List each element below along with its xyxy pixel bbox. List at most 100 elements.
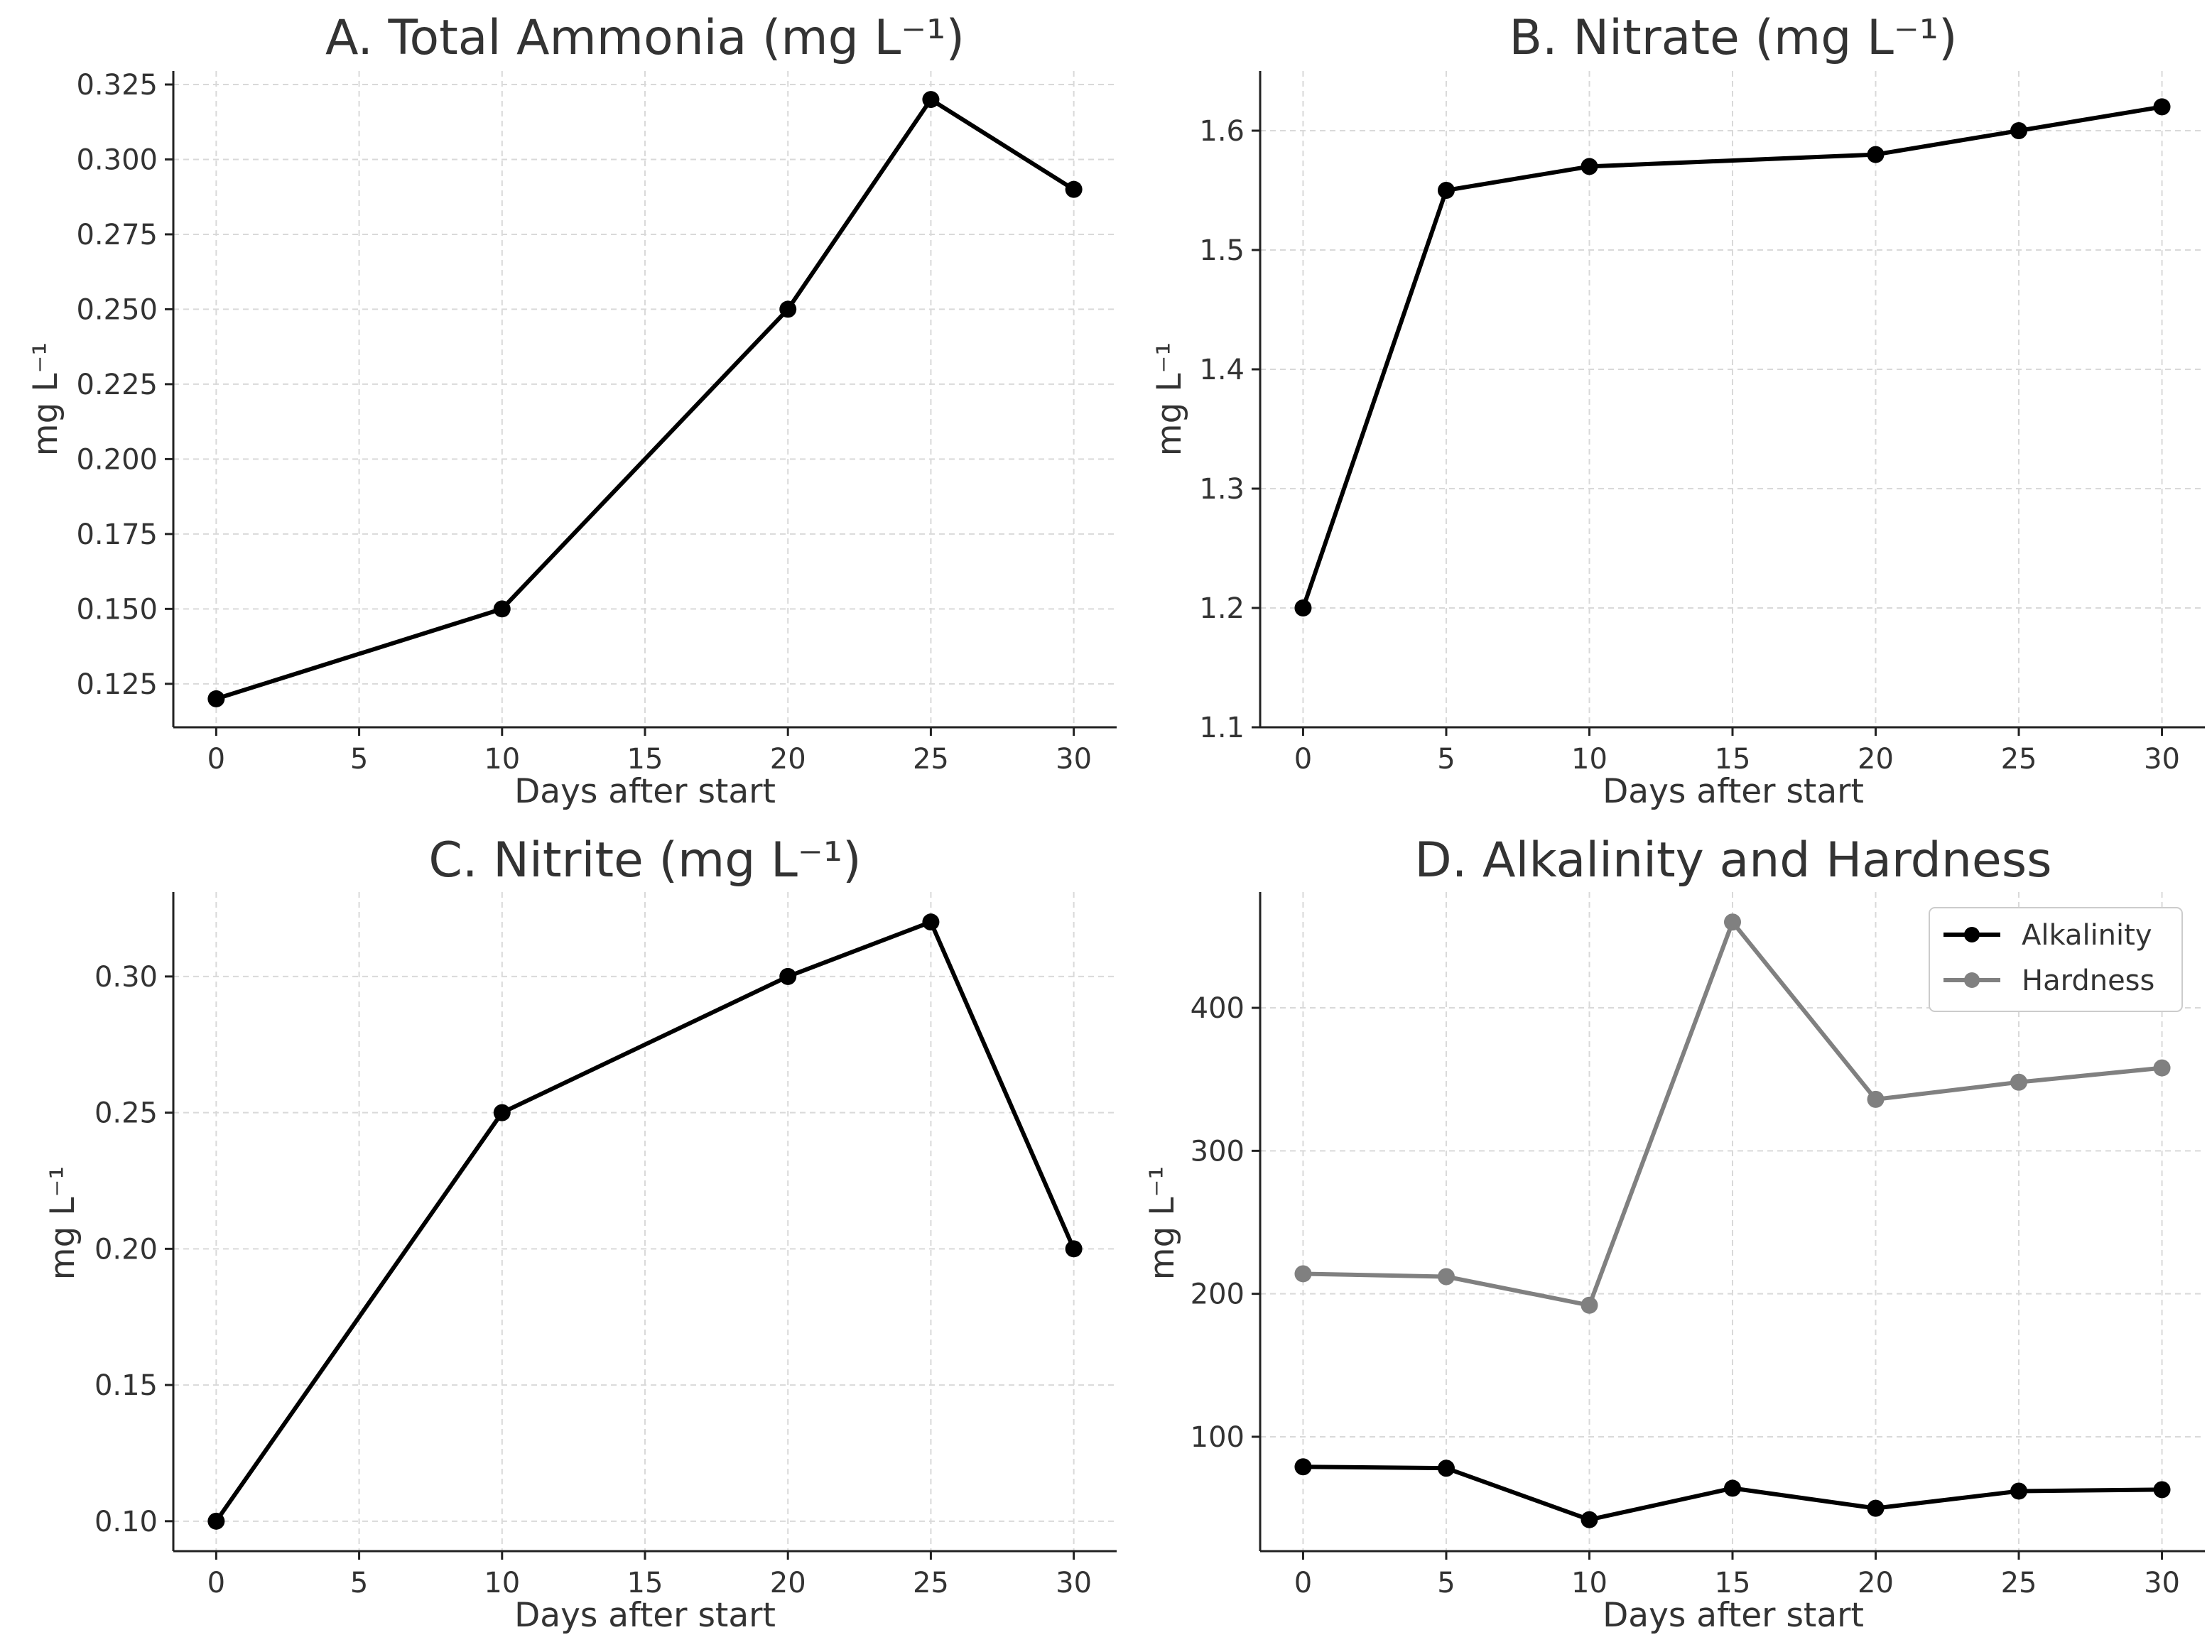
x-tick-label: 25 <box>913 743 949 776</box>
x-tick-label: 20 <box>770 1567 806 1599</box>
data-point-total-ammonia <box>207 690 225 707</box>
data-point-alkalinity <box>1437 1460 1455 1477</box>
x-tick-label: 5 <box>1437 743 1455 776</box>
y-tick-label: 1.2 <box>1199 592 1245 625</box>
data-point-hardness <box>2153 1059 2171 1077</box>
panel-b: B. Nitrate (mg L⁻¹) 0 5 10 15 20 25 30 1.1 1.2 1.… <box>1150 10 2205 811</box>
panel-b-y-label: mg L⁻¹ <box>1150 342 1189 456</box>
panel-a-x-label: Days after start <box>514 772 776 811</box>
data-point-alkalinity <box>1724 1479 1741 1497</box>
x-tick-label: 10 <box>484 1567 520 1599</box>
x-tick-label: 15 <box>627 1567 663 1599</box>
y-tick-label: 0.30 <box>94 961 158 994</box>
legend-hardness-label: Hardness <box>2022 964 2154 997</box>
y-tick-label: 0.225 <box>76 369 158 401</box>
y-tick-label: 0.20 <box>94 1233 158 1266</box>
data-point-alkalinity <box>2153 1481 2171 1499</box>
panel-d-y-label: mg L⁻¹ <box>1143 1166 1182 1280</box>
x-tick-label: 30 <box>2144 1567 2180 1599</box>
y-tick-label: 0.175 <box>76 518 158 551</box>
y-tick-label: 0.125 <box>76 668 158 701</box>
panel-a-title: A. Total Ammonia (mg L⁻¹) <box>325 10 965 66</box>
panel-d-title: D. Alkalinity and Hardness <box>1414 832 2051 889</box>
y-tick-label: 1.3 <box>1199 473 1245 506</box>
x-tick-label: 0 <box>1294 1567 1312 1599</box>
data-point-hardness <box>2010 1073 2028 1091</box>
y-tick-label: 0.275 <box>76 219 158 251</box>
x-tick-label: 0 <box>207 1567 225 1599</box>
panel-c-series <box>207 913 1083 1530</box>
data-point-alkalinity <box>1581 1511 1598 1528</box>
panel-b-gridlines <box>1260 71 2205 728</box>
x-tick-label: 20 <box>770 743 806 776</box>
x-tick-label: 10 <box>484 743 520 776</box>
x-tick-label: 15 <box>1715 743 1751 776</box>
y-tick-label: 1.1 <box>1199 712 1245 744</box>
panel-b-series <box>1294 98 2171 616</box>
y-tick-label: 400 <box>1191 992 1245 1025</box>
panel-c-ticks: 0 5 10 15 20 25 30 0.10 0.15 0.20 0.25 0.30 <box>94 961 1092 1599</box>
x-tick-label: 0 <box>207 743 225 776</box>
data-point-alkalinity <box>1867 1499 1885 1517</box>
data-point-nitrite <box>207 1512 225 1530</box>
y-tick-label: 300 <box>1191 1135 1245 1168</box>
data-point-nitrate <box>1437 182 1455 199</box>
panel-c-y-label: mg L⁻¹ <box>43 1166 82 1280</box>
data-point-nitrate <box>2153 98 2171 116</box>
data-point-nitrate <box>1294 599 1312 616</box>
x-tick-label: 10 <box>1571 1567 1608 1599</box>
x-tick-label: 20 <box>1858 743 1894 776</box>
panel-b-title: B. Nitrate (mg L⁻¹) <box>1509 10 1957 66</box>
x-tick-label: 25 <box>913 1567 949 1599</box>
y-tick-label: 0.200 <box>76 443 158 476</box>
data-point-total-ammonia <box>779 300 797 318</box>
data-point-nitrate <box>2010 122 2028 139</box>
panel-a-gridlines <box>173 71 1117 727</box>
data-point-hardness <box>1294 1265 1312 1283</box>
panel-a-series <box>207 91 1083 707</box>
y-tick-label: 100 <box>1191 1421 1245 1454</box>
y-tick-label: 0.10 <box>94 1506 158 1538</box>
panel-b-ticks: 0 5 10 15 20 25 30 1.1 1.2 1.3 1.4 1.5 1.6 <box>1199 115 2180 776</box>
legend-hardness-marker <box>1964 972 1980 988</box>
data-point-total-ammonia <box>1065 180 1083 198</box>
panel-c-title: C. Nitrite (mg L⁻¹) <box>428 832 861 889</box>
x-tick-label: 30 <box>1056 743 1092 776</box>
x-tick-label: 30 <box>1056 1567 1092 1599</box>
legend-alkalinity-marker <box>1964 927 1980 942</box>
x-tick-label: 15 <box>627 743 663 776</box>
x-tick-label: 15 <box>1715 1567 1751 1599</box>
panel-b-x-label: Days after start <box>1603 772 1864 811</box>
y-tick-label: 0.300 <box>76 143 158 176</box>
y-tick-label: 1.4 <box>1199 354 1245 386</box>
panel-d-gridlines <box>1260 892 2205 1551</box>
panel-a-ticks: 0 5 10 15 20 25 30 0.125 0.150 0.175 0.200 0.225 0.2… <box>76 69 1092 776</box>
data-point-hardness <box>1437 1268 1455 1286</box>
x-tick-label: 0 <box>1294 743 1312 776</box>
y-tick-label: 0.150 <box>76 593 158 626</box>
data-point-nitrate <box>1581 158 1598 175</box>
data-point-total-ammonia <box>493 600 511 618</box>
panel-d: D. Alkalinity and Hardness 0 5 10 15 20 25 30 1… <box>1143 832 2205 1635</box>
y-tick-label: 0.325 <box>76 69 158 102</box>
x-tick-label: 5 <box>350 1567 368 1599</box>
data-point-hardness <box>1581 1296 1598 1314</box>
y-tick-label: 1.6 <box>1199 115 1245 148</box>
y-tick-label: 0.25 <box>94 1097 158 1130</box>
panel-d-series <box>1294 913 2171 1528</box>
panel-d-ticks: 0 5 10 15 20 25 30 100 200 300 400 <box>1191 992 2180 1599</box>
data-point-alkalinity <box>1294 1458 1312 1476</box>
panel-d-x-label: Days after start <box>1603 1596 1864 1635</box>
y-tick-label: 0.15 <box>94 1369 158 1402</box>
x-tick-label: 5 <box>350 743 368 776</box>
data-point-nitrite <box>922 913 940 931</box>
data-point-hardness <box>1867 1090 1885 1108</box>
panel-c: C. Nitrite (mg L⁻¹) 0 5 10 15 20 25 30 0.10 0.15… <box>43 832 1117 1635</box>
panel-c-gridlines <box>173 892 1117 1551</box>
data-point-nitrite <box>493 1104 511 1121</box>
panel-a: A. Total Ammonia (mg L⁻¹) 0 5 10 15 20 25 30 0.… <box>26 10 1117 811</box>
data-point-nitrite <box>779 967 797 985</box>
y-tick-label: 0.250 <box>76 293 158 326</box>
x-tick-label: 20 <box>1858 1567 1894 1599</box>
